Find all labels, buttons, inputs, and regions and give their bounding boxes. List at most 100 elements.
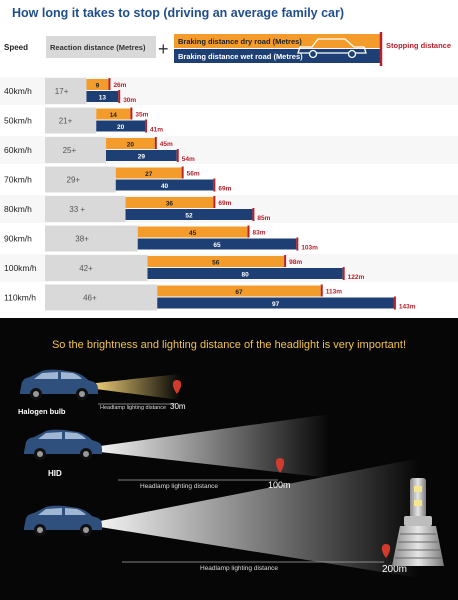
- dry-total: 26m: [113, 82, 126, 89]
- dry-bar: [115, 167, 182, 179]
- wet-value: 40: [161, 183, 169, 190]
- legend-dry: Braking distance dry road (Metres): [178, 37, 302, 46]
- distance-label: Headlamp lighting distance: [140, 483, 218, 490]
- dry-total: 83m: [253, 230, 266, 237]
- wet-bar: [125, 209, 253, 220]
- dry-value: 20: [127, 142, 135, 149]
- reaction-value: 42+: [79, 264, 93, 273]
- dry-total: 113m: [326, 289, 342, 296]
- reaction-value: 46+: [83, 294, 97, 303]
- reaction-bar: [45, 107, 97, 134]
- legend-wet: Braking distance wet road (Metres): [178, 52, 303, 61]
- reaction-value: 38+: [75, 235, 89, 244]
- reaction-bar: [45, 284, 158, 311]
- car-silhouette-icon: [297, 38, 367, 59]
- car-icon: [24, 505, 102, 536]
- reaction-value: 21+: [59, 117, 73, 126]
- led-row: Headlamp lighting distance 200m: [24, 458, 444, 578]
- distance-value: 100m: [268, 480, 291, 490]
- reaction-value: 25+: [63, 146, 77, 155]
- reaction-bar: [45, 225, 138, 252]
- halogen-beam: [96, 374, 180, 400]
- legend-reaction: Reaction distance (Metres): [50, 43, 146, 52]
- speed-label: 110km/h: [4, 293, 36, 303]
- reaction-value: 17+: [55, 87, 69, 96]
- map-pin-icon: [275, 458, 285, 473]
- reaction-bar: [45, 196, 126, 222]
- hid-label: HID: [48, 469, 62, 478]
- dry-total: 56m: [187, 171, 200, 178]
- wet-value: 29: [138, 154, 146, 161]
- reaction-bar: [45, 137, 106, 163]
- wet-bar: [106, 150, 177, 161]
- wet-value: 80: [241, 272, 249, 279]
- wet-total: 69m: [218, 186, 231, 193]
- led-beam: [100, 458, 420, 578]
- wet-bar: [115, 179, 214, 191]
- legend-reaction-swatch: [46, 36, 156, 58]
- wet-total: 122m: [348, 274, 365, 281]
- halogen-row: Halogen bulb Headlamp lighting distance …: [18, 369, 186, 416]
- legend-dry-swatch: [174, 34, 380, 48]
- dry-bar: [157, 285, 321, 297]
- speed-label: 40km/h: [4, 86, 32, 96]
- map-pin-icon: [381, 544, 391, 558]
- wet-bar: [96, 120, 146, 132]
- reaction-value: 33 +: [69, 205, 85, 214]
- legend-stopping: Stopping distance: [386, 41, 451, 50]
- distance-label: Headlamp lighting distance: [200, 565, 278, 572]
- dry-value: 67: [235, 289, 243, 296]
- dry-value: 56: [212, 260, 220, 267]
- dry-value: 14: [110, 112, 118, 119]
- dry-bar: [96, 108, 131, 120]
- wet-value: 97: [272, 301, 280, 308]
- wet-bar: [157, 297, 394, 309]
- car-icon: [24, 429, 102, 460]
- distance-value: 30m: [170, 402, 186, 411]
- wet-total: 143m: [399, 304, 416, 311]
- distance-label: Headlamp lighting distance: [100, 405, 166, 411]
- speed-label: 50km/h: [4, 116, 32, 126]
- wet-value: 13: [99, 95, 107, 102]
- wet-total: 85m: [257, 215, 270, 222]
- dry-bar: [147, 256, 285, 267]
- dry-bar: [125, 197, 214, 208]
- speed-label: 60km/h: [4, 145, 32, 155]
- car-icon: [20, 369, 98, 400]
- wet-bar: [147, 268, 343, 279]
- chart-title: How long it takes to stop (driving an av…: [12, 6, 344, 20]
- chart-legend: Speed Reaction distance (Metres) + Braki…: [4, 32, 451, 66]
- legend-plus: +: [158, 39, 169, 59]
- reaction-value: 29+: [67, 176, 81, 185]
- headlight-comparison: So the brightness and lighting distance …: [0, 318, 458, 600]
- wet-bar: [86, 91, 119, 102]
- dry-bar: [137, 226, 248, 238]
- dry-value: 45: [189, 230, 197, 237]
- wet-value: 52: [185, 213, 193, 220]
- headlight-caption: So the brightness and lighting distance …: [52, 339, 406, 351]
- dry-bar: [106, 138, 155, 149]
- speed-label: 70km/h: [4, 175, 32, 185]
- distance-value: 200m: [382, 564, 407, 575]
- wet-total: 103m: [301, 245, 318, 252]
- dry-value: 9: [96, 83, 100, 90]
- speed-label: 80km/h: [4, 204, 32, 214]
- wet-total: 41m: [150, 127, 163, 134]
- reaction-bar: [45, 255, 148, 281]
- led-bulb-icon: [392, 478, 444, 566]
- wet-total: 54m: [182, 156, 195, 163]
- halogen-label: Halogen bulb: [18, 407, 66, 416]
- chart-rows: 40km/h 17+ 9 26m 13 30m 50km/h 21+ 14 35m 20 41m 60k…: [0, 77, 458, 312]
- hid-row: HID Headlamp lighting distance 100m: [24, 414, 330, 490]
- wet-value: 20: [117, 124, 125, 131]
- dry-value: 27: [145, 171, 153, 178]
- speed-label: 100km/h: [4, 263, 37, 273]
- reaction-bar: [45, 166, 116, 193]
- wet-value: 65: [213, 242, 221, 249]
- wet-total: 30m: [123, 97, 136, 104]
- dry-total: 98m: [289, 259, 302, 266]
- wet-bar: [137, 238, 297, 250]
- dry-total: 69m: [218, 200, 231, 207]
- dry-total: 35m: [135, 112, 148, 119]
- hid-beam: [100, 414, 330, 478]
